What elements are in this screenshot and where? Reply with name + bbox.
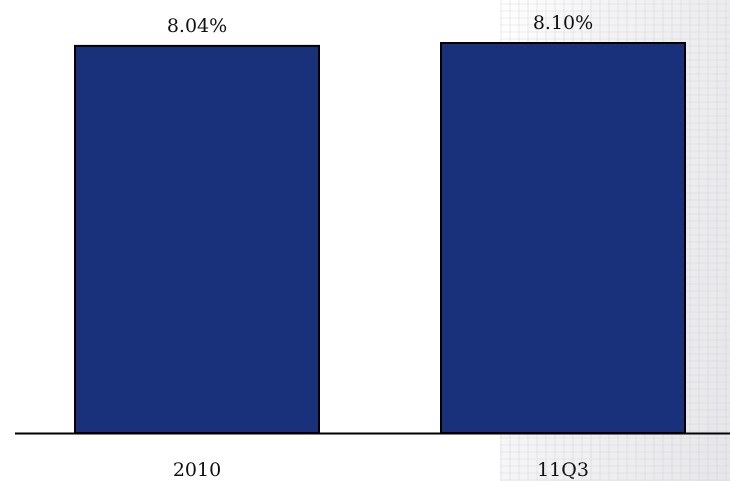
category-label-2010: 2010 bbox=[173, 459, 221, 481]
data-label-2010: 8.04% bbox=[167, 15, 227, 37]
bar-11Q3 bbox=[440, 42, 686, 434]
category-label-11Q3: 11Q3 bbox=[537, 459, 589, 481]
data-label-11Q3: 8.10% bbox=[533, 12, 593, 34]
bar-2010 bbox=[74, 44, 320, 435]
